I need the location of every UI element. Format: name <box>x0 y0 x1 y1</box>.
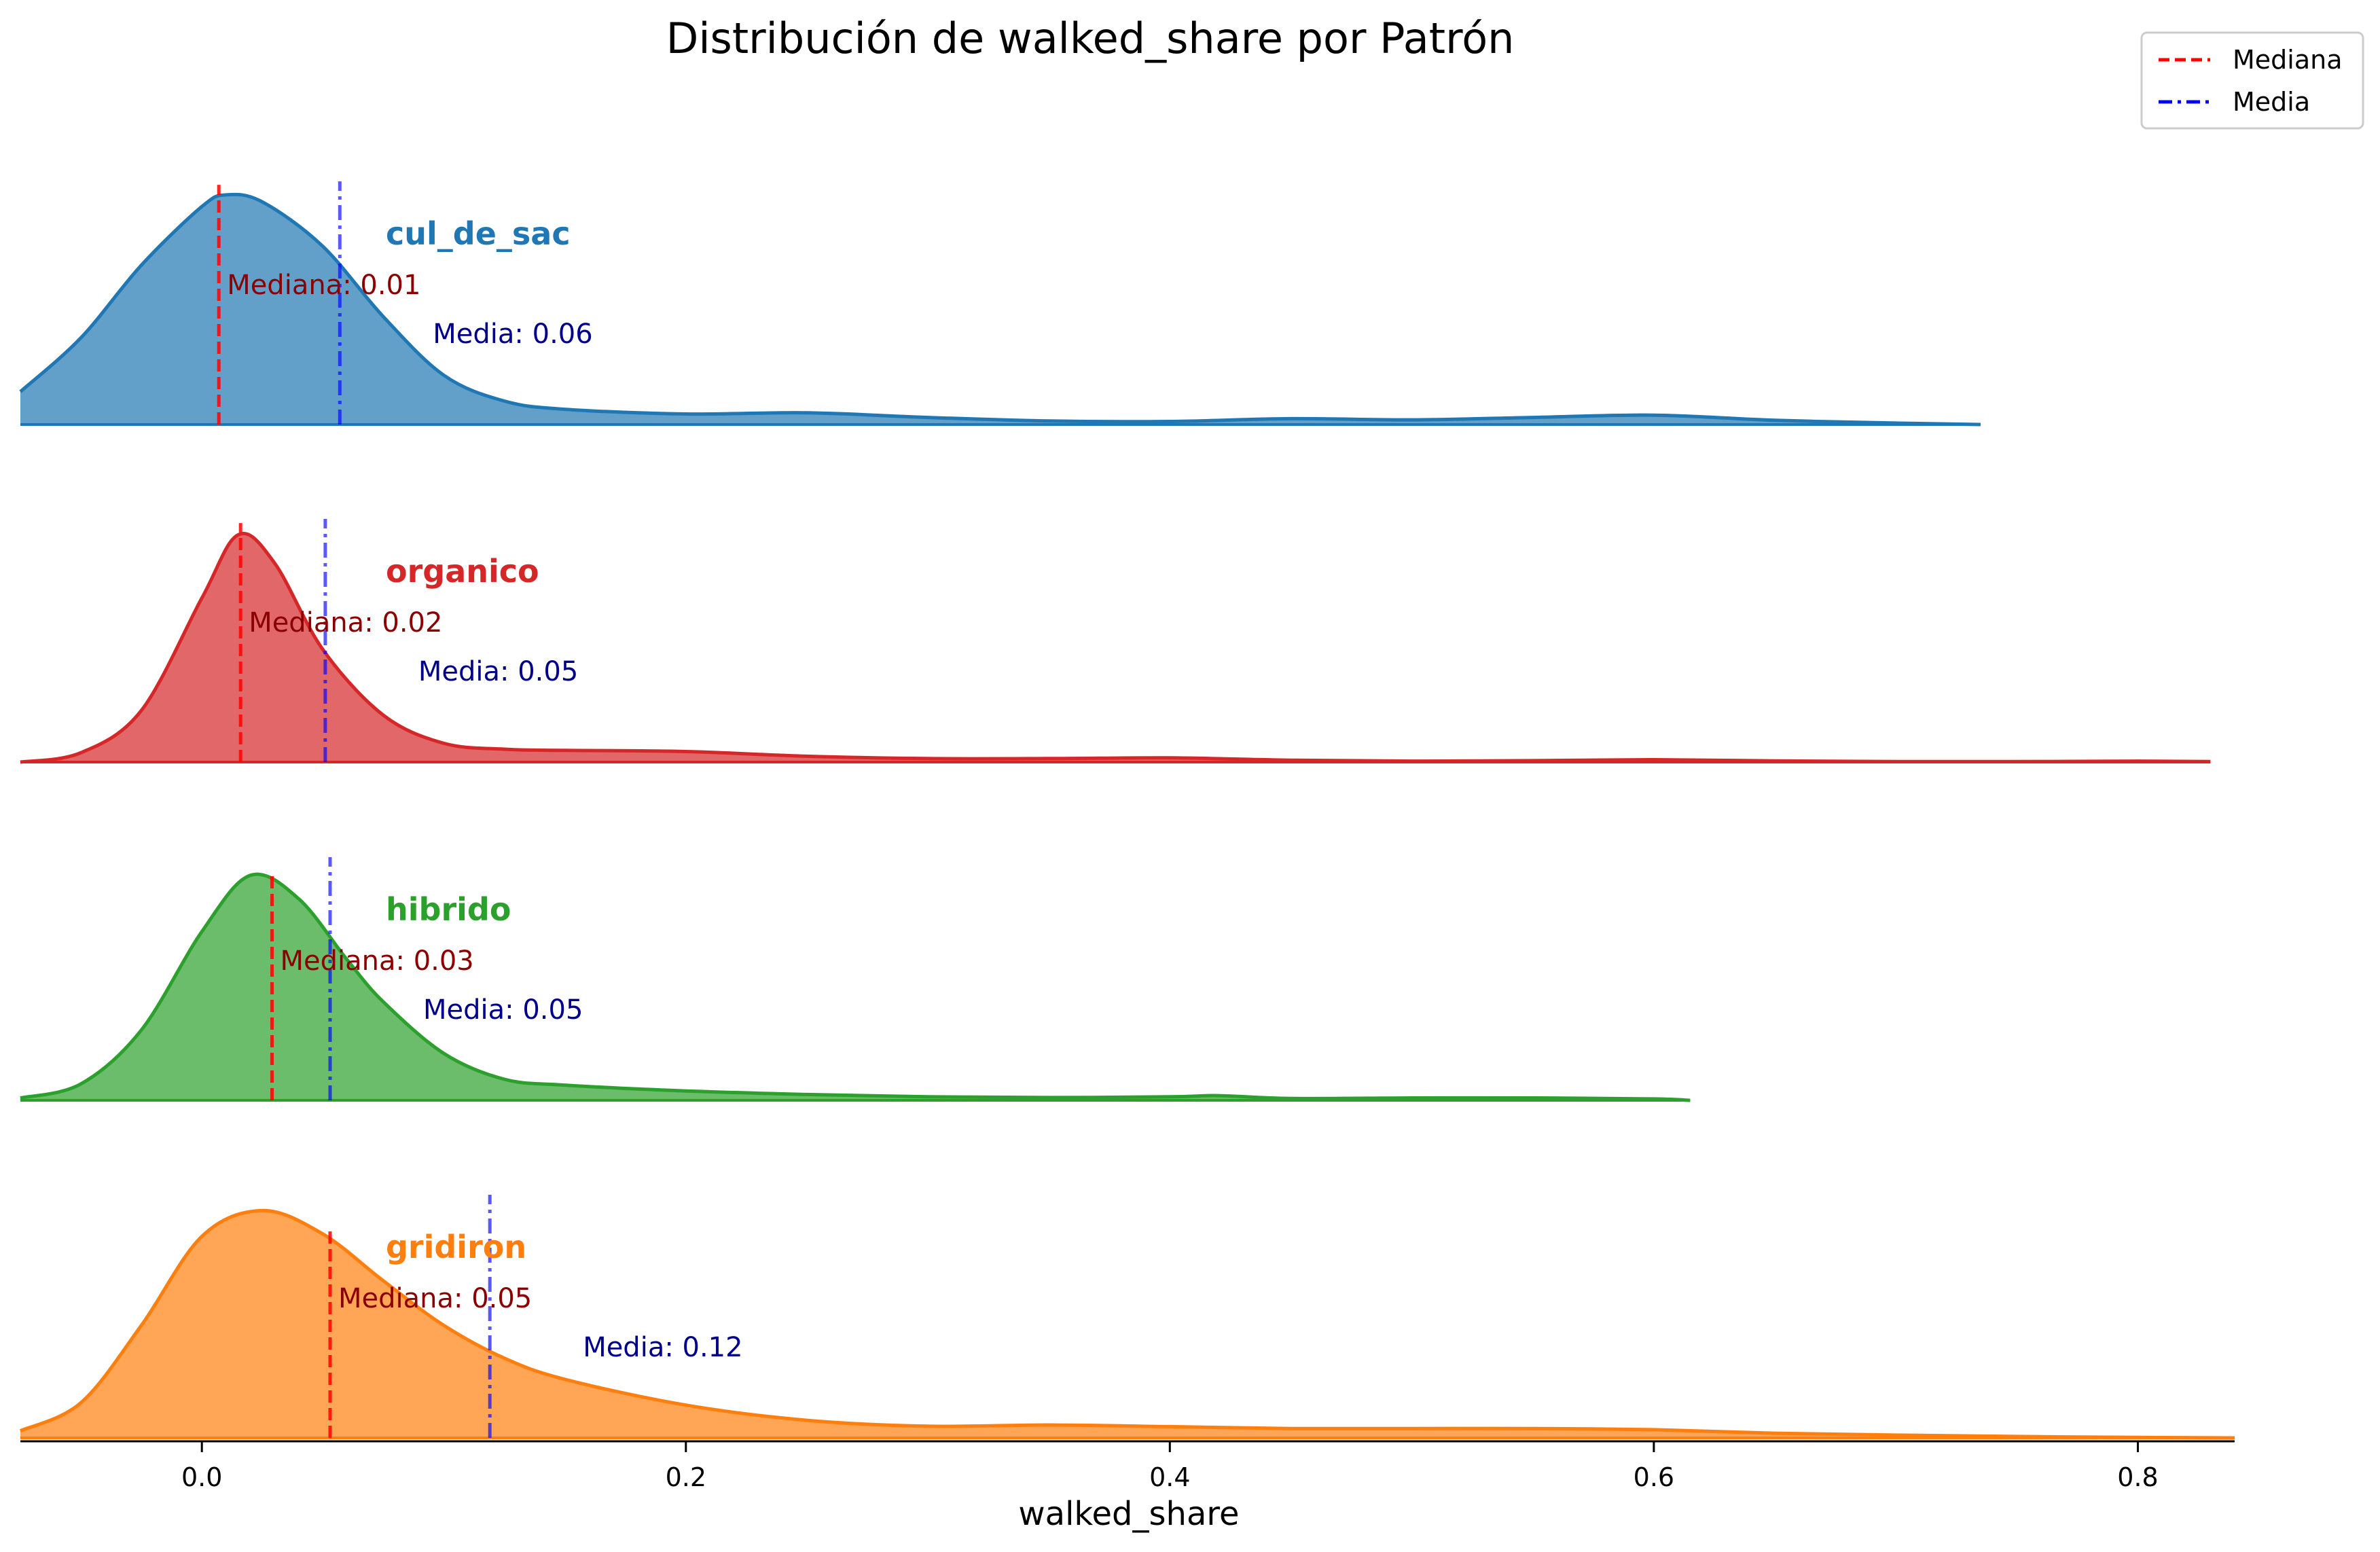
median-annotation: Mediana: 0.03 <box>281 945 474 977</box>
legend-label: Media <box>2233 87 2310 117</box>
legend: Mediana Media <box>2140 31 2364 130</box>
mean-annotation: Media: 0.05 <box>423 994 583 1026</box>
x-tick-label: 0.4 <box>1149 1462 1190 1492</box>
median-annotation: Mediana: 0.05 <box>338 1283 532 1314</box>
x-axis: 0.0 0.2 0.4 0.6 0.8 <box>20 1440 2235 1492</box>
median-annotation: Mediana: 0.01 <box>227 270 420 301</box>
series-name-label: organico <box>386 553 539 590</box>
mean-annotation: Media: 0.05 <box>418 656 578 687</box>
density-fill <box>20 194 1981 425</box>
x-tick-label: 0.0 <box>181 1462 222 1492</box>
density-fill <box>20 874 1691 1100</box>
ridge-gridiron: gridiron Mediana: 0.05 Media: 0.12 <box>19 1195 2235 1440</box>
ridge-cul-de-sac: cul_de_sac Mediana: 0.01 Media: 0.06 <box>19 181 1981 427</box>
ridges-group: cul_de_sac Mediana: 0.01 Media: 0.06 organi… <box>19 181 2235 1440</box>
series-name-label: gridiron <box>386 1229 526 1265</box>
density-line <box>20 872 1691 1102</box>
series-name-label: hibrido <box>386 891 511 928</box>
density-line <box>19 192 1981 427</box>
density-line <box>19 1208 2235 1440</box>
legend-label: Mediana <box>2233 45 2343 75</box>
legend-frame <box>2140 31 2364 130</box>
x-axis-label: walked_share <box>1018 1495 1239 1533</box>
ridge-organico: organico Mediana: 0.02 Media: 0.05 <box>20 519 2211 764</box>
x-tick-label: 0.2 <box>666 1462 706 1492</box>
median-annotation: Mediana: 0.02 <box>249 607 442 638</box>
chart-title: Distribución de walked_share por Patrón <box>666 14 1515 63</box>
series-name-label: cul_de_sac <box>386 215 571 252</box>
x-tick-label: 0.6 <box>1634 1462 1674 1492</box>
mean-annotation: Media: 0.06 <box>433 319 592 350</box>
x-tick-label: 0.8 <box>2117 1462 2158 1492</box>
mean-annotation: Media: 0.12 <box>583 1332 742 1363</box>
ridge-hibrido: hibrido Mediana: 0.03 Media: 0.05 <box>20 857 1691 1102</box>
density-fill <box>20 1210 2235 1438</box>
